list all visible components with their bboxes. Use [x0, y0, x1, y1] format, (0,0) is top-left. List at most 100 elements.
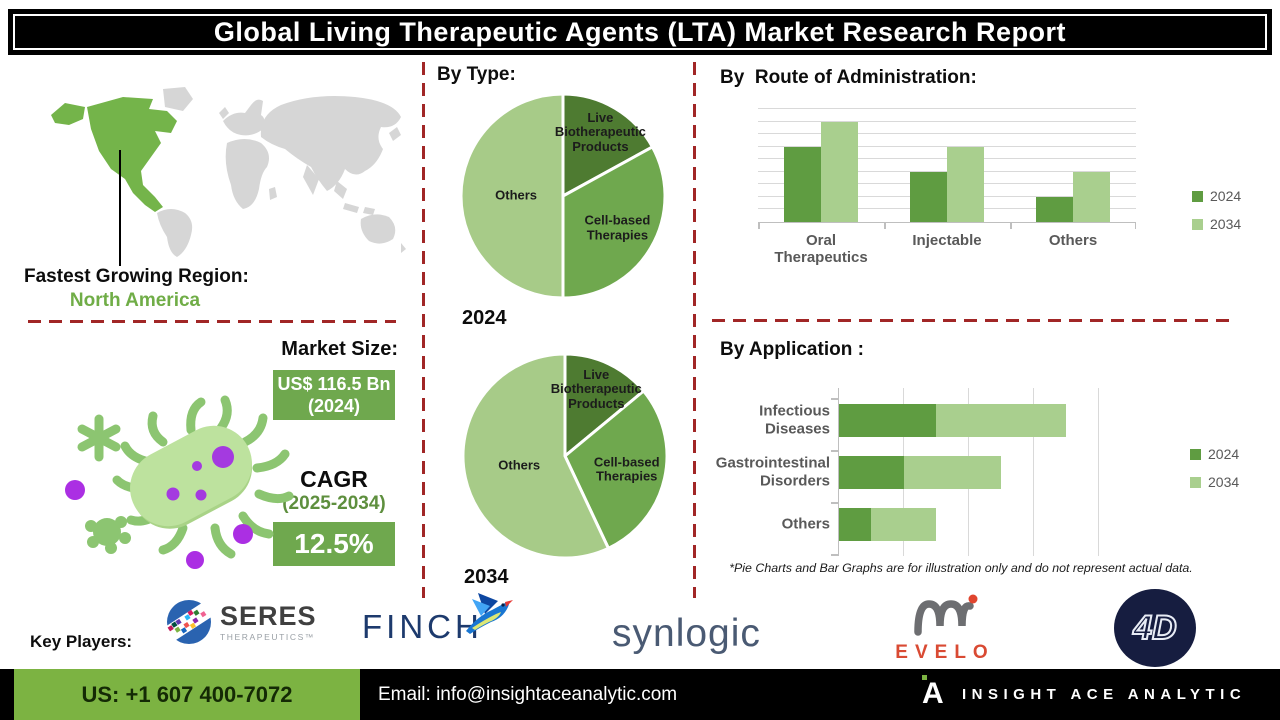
pie-chart-2024: Live Biotherapeutic Products Cell-based T…: [458, 91, 668, 301]
map-india: [303, 165, 319, 195]
axis-tick: [831, 398, 838, 400]
application-legend: 2024 2034: [1190, 446, 1239, 490]
4d-wordmark: 4D: [1132, 608, 1177, 648]
region-pointer-line: [119, 150, 121, 266]
region-heading: Fastest Growing Region:: [24, 266, 249, 287]
axis-tick: [831, 450, 838, 452]
bar-2024: [784, 146, 821, 222]
bar-row: [839, 456, 1002, 489]
gridline: [758, 145, 1136, 147]
axis-tick: [758, 223, 760, 229]
purple-dots: [65, 480, 253, 569]
disclaimer-footnote: *Pie Charts and Bar Graphs are for illus…: [729, 561, 1193, 575]
seres-logo: SERES THERAPEUTICS™: [166, 598, 317, 646]
legend-swatch: [1190, 476, 1201, 488]
region-value: North America: [69, 290, 201, 311]
legend-label: 2034: [1208, 474, 1240, 490]
pie-slice: [563, 352, 646, 458]
horizontal-divider-left: [28, 320, 396, 323]
by-application-heading: By Application :: [720, 339, 864, 360]
pie-slice: [459, 92, 565, 300]
map-se-asia: [334, 181, 347, 199]
pie-slice: [461, 352, 610, 560]
pie-slice-label: Cell-based Therapies: [593, 454, 660, 484]
seres-subtext: THERAPEUTICS™: [220, 631, 315, 642]
bar-segment-2034: [903, 456, 1002, 489]
legend-item: 2034: [1192, 216, 1241, 232]
logo-green-dot: [922, 674, 927, 680]
bacteria-flagella: [112, 395, 294, 559]
vertical-divider-left: [422, 62, 425, 598]
pie-year-label-2034: 2034: [464, 566, 509, 588]
map-africa: [225, 139, 269, 209]
email-address[interactable]: Email: info@insightaceanalytic.com: [378, 683, 678, 705]
map-australia: [360, 214, 396, 244]
map-madagascar: [269, 187, 277, 200]
pie-slice-label: Others: [495, 187, 538, 203]
legend-swatch: [1192, 190, 1203, 202]
pie-slice-label: Live Biotherapeutic Products: [554, 109, 646, 155]
route-plot: [758, 108, 1136, 229]
title-bar: Global Living Therapeutic Agents (LTA) M…: [8, 9, 1272, 55]
asterisk-microbe-icon: [77, 414, 121, 462]
map-alaska-highlight: [51, 103, 85, 125]
finch-wordmark: FINCH: [362, 608, 483, 645]
pie-svg-2034: [461, 352, 669, 560]
pie-slice-label: Live Biotherapeutic Products: [550, 366, 642, 411]
legend-label: 2034: [1210, 216, 1242, 232]
bar-segment-2024: [839, 508, 872, 541]
legend-item: 2024: [1190, 446, 1239, 462]
brand-name: INSIGHT ACE ANALYTIC: [962, 686, 1247, 703]
cagr-value: 12.5%: [294, 528, 374, 559]
bar-group: [758, 110, 884, 222]
pie-slice-label: Cell-based Therapies: [584, 212, 651, 243]
title-frame: Global Living Therapeutic Agents (LTA) M…: [13, 14, 1267, 50]
cagr-period: (2025-2034): [282, 493, 386, 514]
evelo-wordmark: EVELO: [895, 642, 995, 663]
legend-item: 2024: [1192, 188, 1241, 204]
map-south-america: [157, 209, 193, 257]
map-greenland: [163, 87, 193, 111]
seres-wordmark: SERES: [220, 600, 317, 631]
map-asia: [260, 96, 401, 191]
gear-microbe-icon: [85, 516, 131, 554]
cagr-label: CAGR: [300, 466, 368, 492]
legend-item: 2034: [1190, 474, 1239, 490]
category-label: Others: [781, 515, 830, 533]
market-size-year: (2024): [307, 396, 361, 416]
bar-2024: [1036, 196, 1073, 222]
bar-segment-2024: [839, 404, 937, 437]
bar-2024: [910, 171, 947, 222]
phone-number: US: +1 607 400-7072: [14, 669, 360, 720]
bar-row: [839, 404, 1067, 437]
application-plot: [831, 388, 1130, 556]
bacteria-spots: [166, 446, 234, 501]
finch-bird-icon: [466, 593, 513, 634]
market-size-value: US$ 116.5 Bn: [277, 373, 391, 394]
bar-segment-2034: [936, 404, 1067, 437]
bar-2034: [821, 121, 858, 222]
map-japan: [389, 127, 401, 141]
gridline: [758, 108, 1136, 109]
vertical-divider-right: [693, 62, 696, 598]
by-route-heading: By Route of Administration:: [720, 67, 977, 88]
bar-row: [839, 508, 937, 541]
category-label: Others: [1048, 232, 1098, 249]
bar-segment-2034: [871, 508, 937, 541]
map-indonesia: [343, 203, 359, 213]
bacteria-illustration: [65, 395, 294, 569]
category-label: Oral Therapeutics: [774, 232, 868, 266]
axis-tick: [884, 223, 886, 229]
axis-tick: [831, 502, 838, 504]
seres-logo-icon: [166, 599, 212, 644]
category-label: Injectable: [912, 232, 982, 249]
footer-bar: US: +1 607 400-7072 Email: info@insighta…: [0, 669, 1280, 720]
bar-group: [1010, 110, 1136, 222]
world-map: [51, 87, 406, 257]
4d-logo: 4D: [1114, 589, 1196, 667]
axis-tick: [1010, 223, 1012, 229]
map-europe: [223, 99, 265, 136]
route-category-labels: Oral Therapeutics Injectable Others: [758, 232, 1136, 266]
map-new-zealand: [401, 243, 406, 253]
map-north-america-highlight: [87, 97, 177, 212]
